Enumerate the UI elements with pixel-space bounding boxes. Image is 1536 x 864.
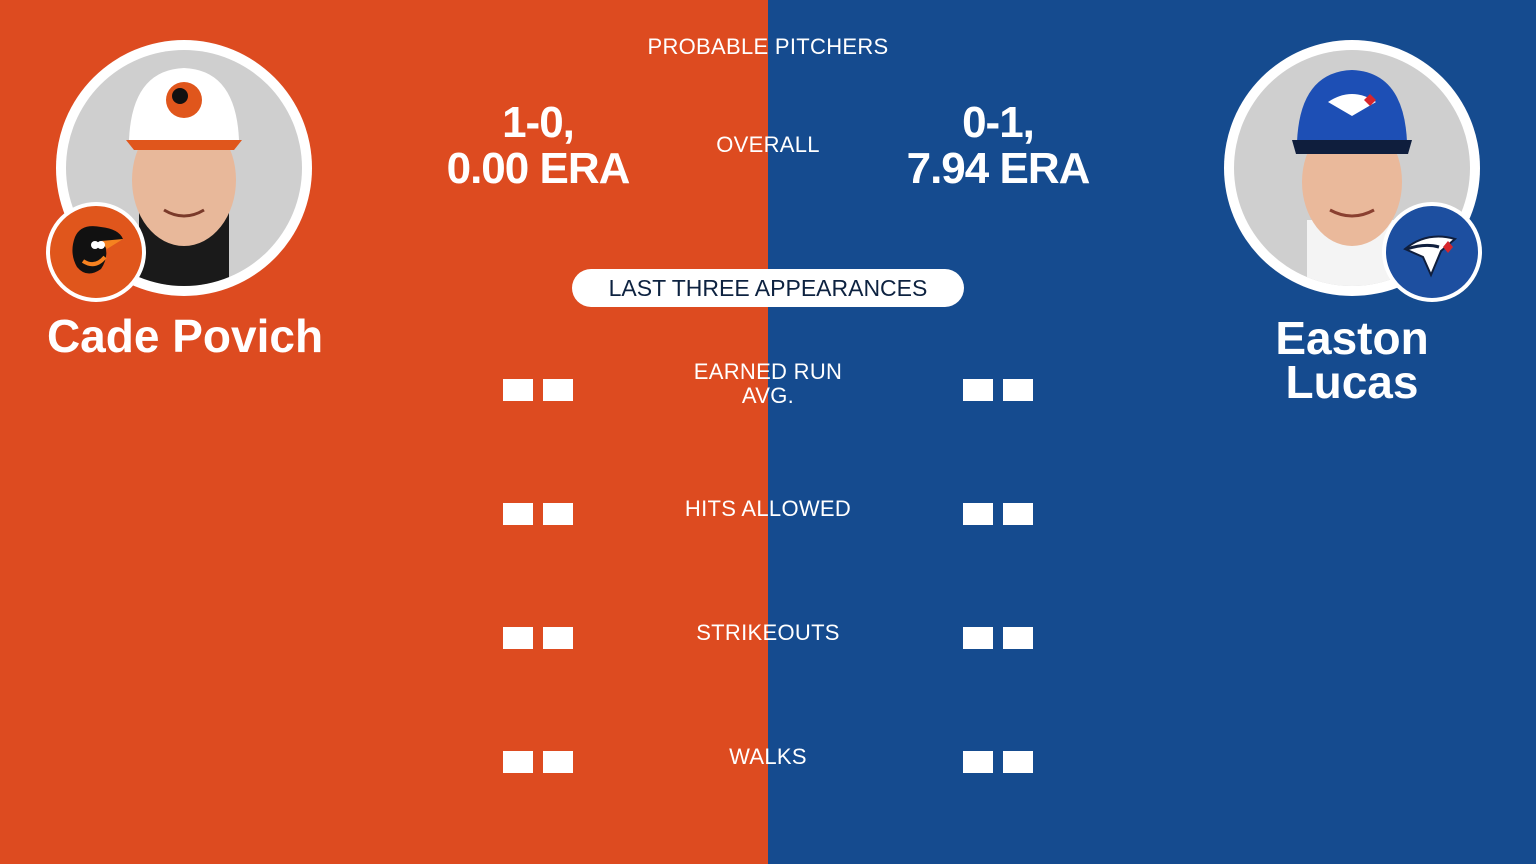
- home-record: 0-1,: [962, 98, 1035, 147]
- stat-label-era: EARNED RUN AVG.: [568, 360, 968, 408]
- away-era: 0.00 ERA: [446, 144, 631, 193]
- stat-label-hits: HITS ALLOWED: [684, 496, 852, 521]
- home-overall: 0-1, 7.94 ERA: [848, 100, 1148, 192]
- overall-label: OVERALL: [716, 132, 820, 157]
- away-record: 1-0,: [502, 98, 575, 147]
- player-headshot-icon: [126, 68, 242, 286]
- stat-label-line: AVG.: [741, 383, 795, 408]
- blue-jays-logo-icon: [1382, 202, 1482, 302]
- home-era-value: [963, 379, 1033, 401]
- away-player-name: Cade Povich: [46, 310, 324, 362]
- last-three-appearances-pill: LAST THREE APPEARANCES: [572, 269, 964, 307]
- stat-label-walks: WALKS: [729, 744, 807, 769]
- page-title: PROBABLE PITCHERS: [647, 34, 889, 59]
- home-player-first-name: Easton: [1275, 312, 1429, 364]
- home-player-name: Easton Lucas: [1200, 312, 1504, 408]
- stat-label-line: EARNED RUN: [693, 359, 843, 384]
- stat-label-strikeouts: STRIKEOUTS: [696, 620, 840, 645]
- home-player-last-name: Lucas: [1285, 356, 1419, 408]
- away-hits-value: [503, 503, 573, 525]
- away-strikeouts-value: [503, 627, 573, 649]
- player-headshot-icon: [1292, 70, 1412, 286]
- home-era: 7.94 ERA: [906, 144, 1091, 193]
- orioles-logo-icon: [46, 202, 146, 302]
- home-strikeouts-value: [963, 627, 1033, 649]
- home-hits-value: [963, 503, 1033, 525]
- home-walks-value: [963, 751, 1033, 773]
- away-walks-value: [503, 751, 573, 773]
- away-overall: 1-0, 0.00 ERA: [388, 100, 688, 192]
- away-era-value: [503, 379, 573, 401]
